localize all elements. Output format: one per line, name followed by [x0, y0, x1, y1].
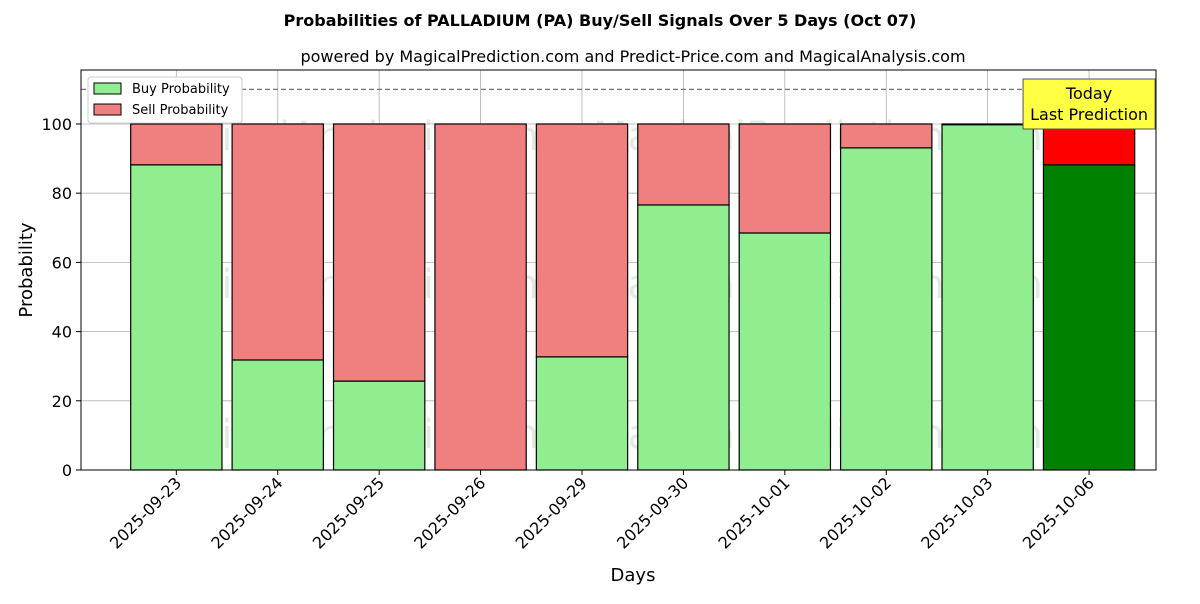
sell-bar-2025-09-29 — [535, 123, 629, 358]
buy-bar-2025-09-23 — [130, 164, 223, 471]
x-tick-label: 2025-09-29 — [512, 473, 591, 552]
x-tick-label: 2025-09-26 — [410, 473, 489, 552]
legend-label: Sell Probability — [132, 103, 229, 118]
chart-title: Probabilities of PALLADIUM (PA) Buy/Sell… — [284, 11, 917, 30]
legend-box — [87, 76, 243, 124]
buy-bar-2025-10-02 — [839, 147, 933, 471]
buy-bar-2025-09-29 — [535, 356, 629, 471]
legend-label: Buy Probability — [132, 82, 230, 97]
buy-bar-2025-09-30 — [637, 204, 730, 471]
y-tick-label: 20 — [52, 392, 72, 411]
y-tick-label: 80 — [52, 184, 72, 203]
x-tick-label: 2025-09-30 — [613, 473, 692, 552]
legend-swatch-1 — [93, 103, 122, 116]
x-tick-label: 2025-09-25 — [309, 473, 388, 552]
plot-frame — [80, 69, 1157, 471]
sell-bar-2025-10-06 — [1042, 123, 1136, 166]
x-tick-label: 2025-10-01 — [714, 473, 793, 552]
sell-bar-2025-09-30 — [637, 123, 730, 206]
legend-swatch-0 — [93, 82, 122, 95]
y-tick-label: 60 — [52, 253, 72, 272]
chart-subtitle: powered by MagicalPrediction.com and Pre… — [300, 47, 965, 66]
sell-bar-2025-10-02 — [839, 123, 933, 149]
buy-bar-2025-10-06 — [1042, 164, 1136, 471]
x-tick-label: 2025-10-02 — [816, 473, 895, 552]
x-tick-label: 2025-10-06 — [1019, 473, 1098, 552]
sell-bar-2025-10-03 — [941, 123, 1034, 126]
buy-bar-2025-10-03 — [941, 124, 1034, 471]
sell-bar-2025-09-23 — [130, 123, 223, 166]
x-tick-label: 2025-10-03 — [917, 473, 996, 552]
sell-bar-2025-09-25 — [332, 123, 426, 382]
annotation-line1: Today — [1065, 84, 1112, 103]
sell-bar-2025-10-01 — [738, 123, 832, 234]
buy-bar-2025-10-01 — [738, 232, 832, 471]
y-tick-label: 100 — [41, 115, 72, 134]
x-axis-label: Days — [611, 565, 656, 586]
y-tick-label: 40 — [52, 323, 72, 342]
x-tick-label: 2025-09-23 — [106, 473, 185, 552]
y-tick-label: 0 — [62, 461, 72, 480]
annotation-line2: Last Prediction — [1030, 105, 1148, 124]
today-annotation-box — [1022, 78, 1156, 130]
buy-bar-2025-09-25 — [332, 380, 426, 471]
y-axis-label: Probability — [16, 222, 37, 317]
x-tick-label: 2025-09-24 — [207, 473, 286, 552]
sell-bar-2025-09-24 — [231, 123, 324, 361]
buy-bar-2025-09-24 — [231, 359, 324, 471]
sell-bar-2025-09-26 — [434, 123, 527, 471]
